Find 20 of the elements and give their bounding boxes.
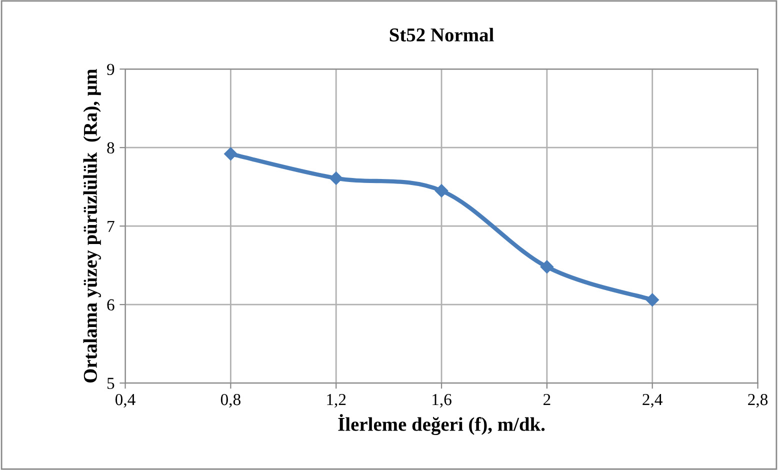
point: [330, 172, 343, 185]
x-axis-title: İlerleme değeri (f), m/dk.: [338, 414, 545, 436]
point: [224, 147, 238, 160]
y-tick-label: 7: [108, 220, 114, 232]
x-tick-label: 0,4: [115, 394, 136, 408]
point: [646, 293, 659, 306]
x-tick-label: 2,4: [642, 394, 663, 408]
y-tick-label: 9: [107, 64, 114, 76]
y-tick-label: 5: [107, 378, 114, 389]
x-tick-label: 1,2: [327, 394, 346, 408]
point: [434, 184, 448, 198]
y-tick-label: 8: [107, 142, 114, 154]
x-tick-label: 2: [544, 394, 550, 406]
x-tick-label: 2,8: [748, 394, 768, 408]
y-axis-title: Ortalama yüzey pürüzlülük (Ra), µm: [83, 69, 101, 382]
chart-title: St52 Normal: [390, 28, 494, 42]
y-tick-label: 6: [107, 299, 114, 311]
point: [540, 260, 554, 274]
x-tick-label: 1,6: [432, 394, 452, 408]
x-tick-label: 0,8: [220, 394, 240, 408]
